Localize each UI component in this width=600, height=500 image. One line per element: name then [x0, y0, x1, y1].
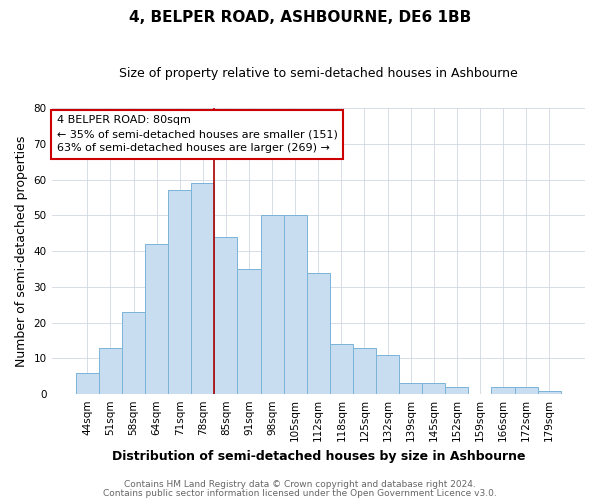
Bar	[145, 244, 168, 394]
Bar	[491, 387, 515, 394]
Bar	[330, 344, 353, 394]
Bar	[307, 272, 330, 394]
Bar	[538, 390, 561, 394]
Bar	[445, 387, 469, 394]
Bar	[238, 269, 260, 394]
Bar	[122, 312, 145, 394]
Bar	[191, 183, 214, 394]
X-axis label: Distribution of semi-detached houses by size in Ashbourne: Distribution of semi-detached houses by …	[112, 450, 525, 462]
Y-axis label: Number of semi-detached properties: Number of semi-detached properties	[15, 136, 28, 367]
Bar	[214, 237, 238, 394]
Bar	[168, 190, 191, 394]
Text: 4 BELPER ROAD: 80sqm
← 35% of semi-detached houses are smaller (151)
63% of semi: 4 BELPER ROAD: 80sqm ← 35% of semi-detac…	[57, 115, 338, 153]
Bar	[284, 216, 307, 394]
Bar	[99, 348, 122, 394]
Bar	[515, 387, 538, 394]
Bar	[76, 372, 99, 394]
Bar	[376, 355, 399, 394]
Title: Size of property relative to semi-detached houses in Ashbourne: Size of property relative to semi-detach…	[119, 68, 518, 80]
Text: Contains HM Land Registry data © Crown copyright and database right 2024.: Contains HM Land Registry data © Crown c…	[124, 480, 476, 489]
Bar	[399, 384, 422, 394]
Bar	[260, 216, 284, 394]
Text: Contains public sector information licensed under the Open Government Licence v3: Contains public sector information licen…	[103, 488, 497, 498]
Text: 4, BELPER ROAD, ASHBOURNE, DE6 1BB: 4, BELPER ROAD, ASHBOURNE, DE6 1BB	[129, 10, 471, 25]
Bar	[353, 348, 376, 394]
Bar	[422, 384, 445, 394]
